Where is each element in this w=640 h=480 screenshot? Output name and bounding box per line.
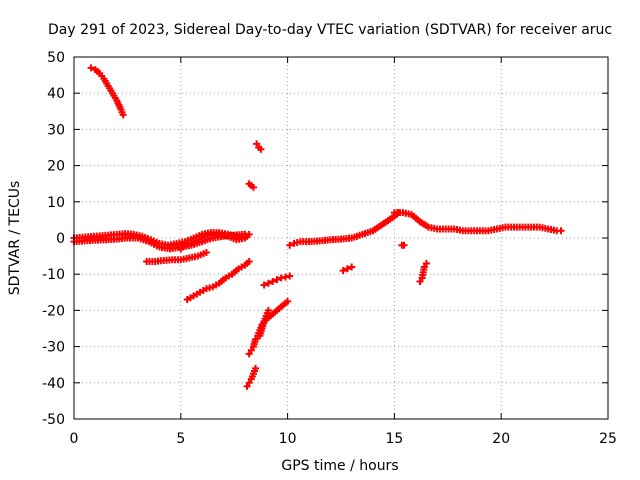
series-arc-14 <box>339 263 356 275</box>
data-point <box>249 183 257 191</box>
x-tick-label: 5 <box>176 431 185 447</box>
data-point <box>284 297 292 305</box>
data-point <box>245 350 253 358</box>
series-arc-9 <box>245 297 292 358</box>
series-arc-4 <box>143 248 210 266</box>
y-tick-label: 30 <box>47 122 65 138</box>
series-arc-10 <box>256 306 272 340</box>
data-point <box>420 263 428 271</box>
y-tick-label: 50 <box>47 50 65 66</box>
data-point <box>269 277 277 285</box>
series-arc-16 <box>398 241 408 249</box>
data-point <box>202 248 210 256</box>
data-point <box>286 272 294 280</box>
plot-frame <box>73 56 609 420</box>
data-points <box>70 64 565 390</box>
series-arc-13 <box>286 209 403 249</box>
series-arc-12 <box>260 272 294 289</box>
x-tick-label: 25 <box>599 431 617 447</box>
data-point <box>281 273 289 281</box>
data-point <box>119 111 127 119</box>
data-point <box>264 279 272 287</box>
series-arc-7 <box>245 180 257 191</box>
data-point <box>557 227 565 235</box>
data-point <box>243 382 251 390</box>
data-point <box>422 259 430 267</box>
series-arc-8 <box>253 140 265 153</box>
series-arc-5 <box>177 230 253 253</box>
series-arc-1 <box>87 64 127 119</box>
series-arc-17 <box>416 259 430 285</box>
x-tick-label: 0 <box>70 431 79 447</box>
data-point <box>273 276 281 284</box>
y-tick-label: -40 <box>42 376 65 392</box>
data-point <box>343 265 351 273</box>
y-tick-label: 40 <box>47 86 65 102</box>
data-point <box>245 258 253 266</box>
y-axis-label: SDTVAR / TECUs <box>7 181 23 296</box>
data-point <box>260 281 268 289</box>
data-point <box>253 140 261 148</box>
data-point <box>252 335 260 343</box>
series-arc-6 <box>183 258 253 304</box>
y-tick-label: -20 <box>42 303 65 319</box>
data-point <box>348 263 356 271</box>
x-tick-label: 20 <box>492 431 510 447</box>
y-tick-label: -50 <box>42 412 65 428</box>
data-point <box>247 346 255 354</box>
data-point <box>339 267 347 275</box>
data-point <box>245 230 253 238</box>
y-tick-label: -30 <box>42 340 65 356</box>
grid <box>74 57 608 419</box>
y-tick-label: 20 <box>47 159 65 175</box>
y-tick-label: 0 <box>56 231 65 247</box>
x-tick-label: 10 <box>279 431 297 447</box>
series-arc-15 <box>390 209 565 235</box>
data-point <box>252 364 260 372</box>
x-tick-label: 15 <box>385 431 403 447</box>
y-tick-label: -10 <box>42 267 65 283</box>
chart-title: Day 291 of 2023, Sidereal Day-to-day VTE… <box>48 22 612 38</box>
series-arc-11 <box>243 364 260 390</box>
y-tick-label: 10 <box>47 195 65 211</box>
y-axis-ticks: 50 40 30 20 10 0 -10 -20 -30 -40 -50 <box>42 50 608 428</box>
data-point <box>400 241 408 249</box>
data-point <box>245 379 253 387</box>
x-axis-ticks: 0 5 10 15 20 25 <box>70 57 617 447</box>
data-point <box>264 306 272 314</box>
data-point <box>416 277 424 285</box>
data-point <box>286 241 294 249</box>
x-axis-label: GPS time / hours <box>281 458 398 474</box>
data-point <box>257 145 265 153</box>
data-point <box>87 64 95 72</box>
